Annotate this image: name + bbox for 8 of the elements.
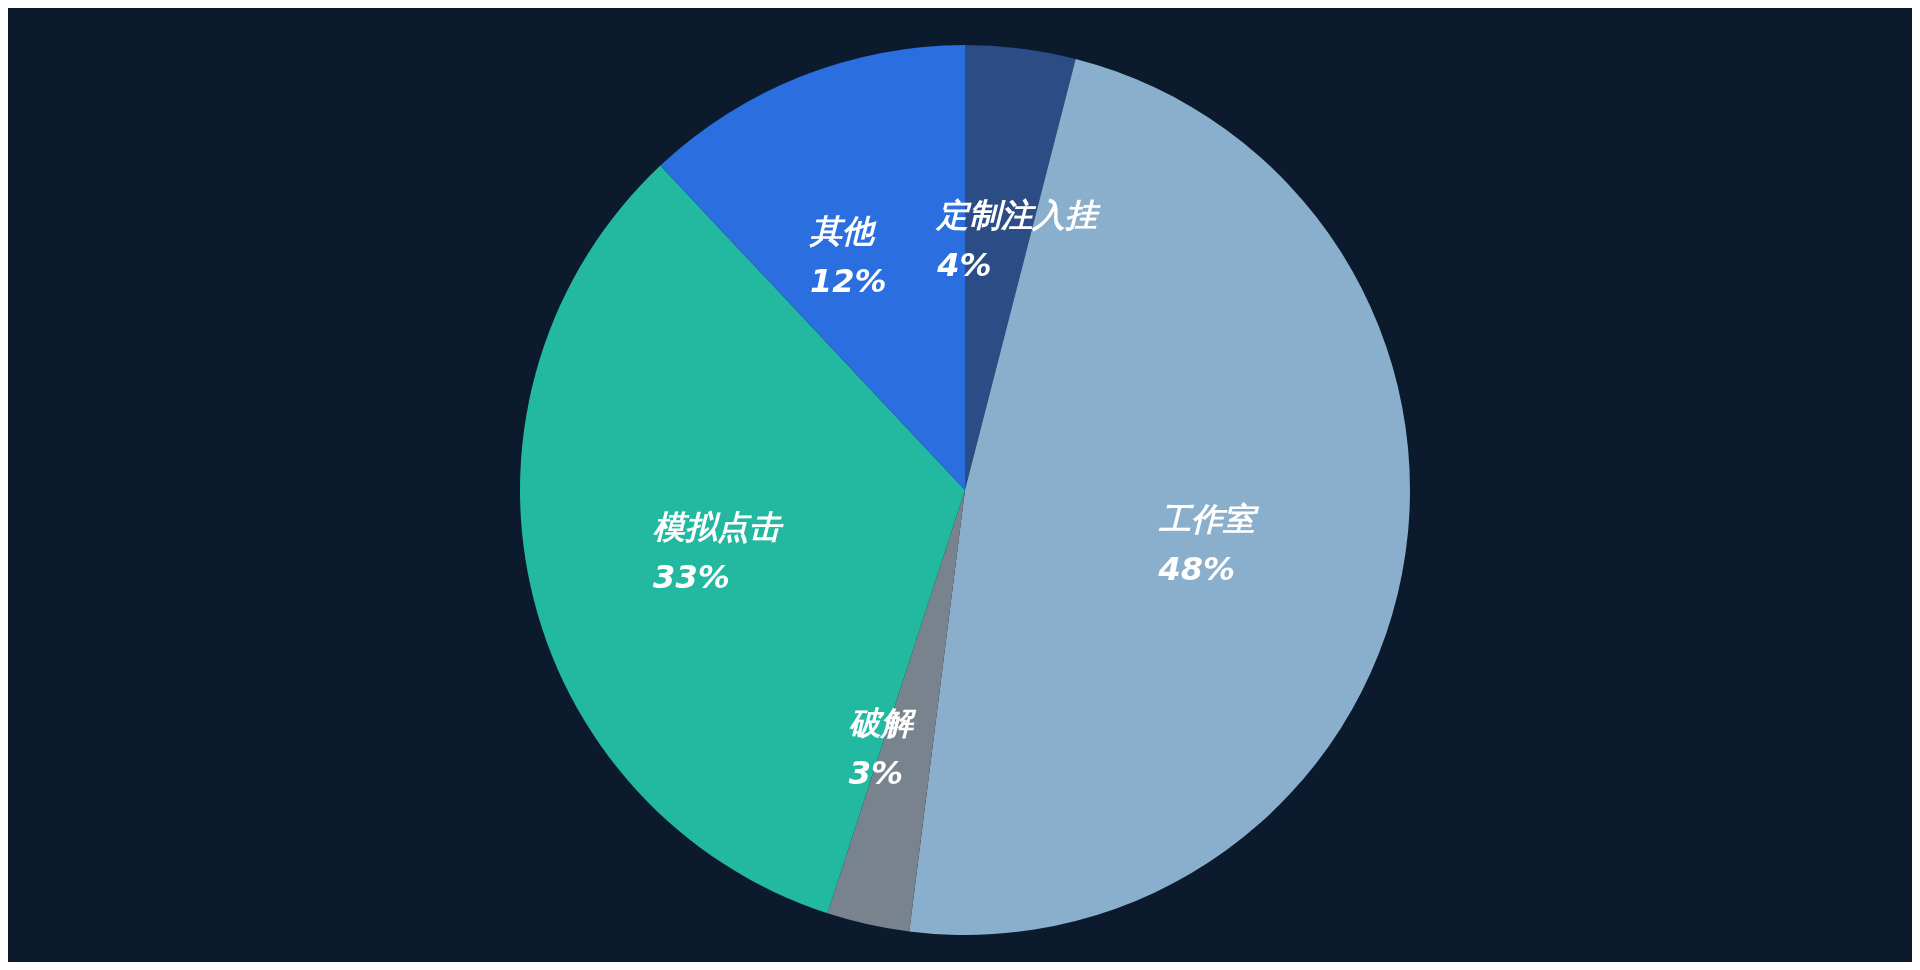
slice-label: 其他 xyxy=(808,212,877,251)
data-label: 48% xyxy=(1157,550,1236,589)
slice-label: 工作室 xyxy=(1157,500,1260,539)
slice-label: 模拟点击 xyxy=(653,508,785,547)
data-label: 33% xyxy=(653,558,730,597)
data-label: 12% xyxy=(809,262,887,301)
pie-slice xyxy=(827,490,965,932)
data-label: 4% xyxy=(936,245,992,284)
